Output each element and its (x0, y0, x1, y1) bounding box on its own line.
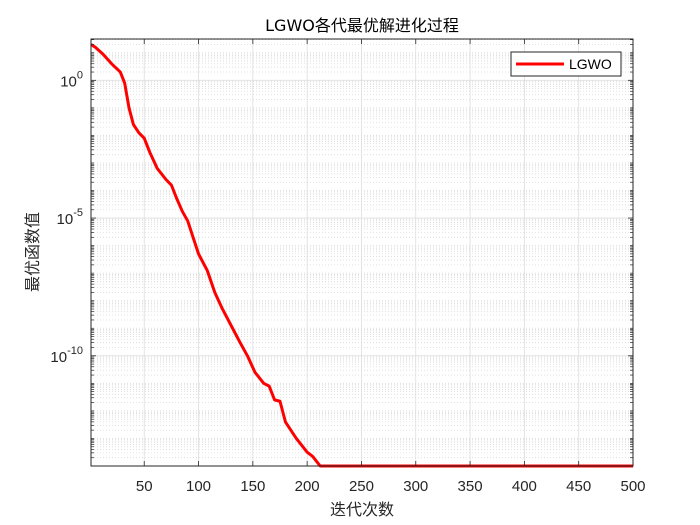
plot-area (91, 39, 633, 466)
axes-box (90, 38, 634, 467)
x-tick-label: 300 (403, 478, 428, 495)
y-tick-base: 10 (60, 73, 77, 90)
chart-title: LGWO各代最优解进化过程 (265, 16, 459, 35)
grid (91, 39, 633, 467)
x-tick-labels: 50 100 150 200 250 300 350 400 450 500 (136, 478, 646, 495)
x-tick-label: 200 (295, 478, 320, 495)
y-tick-label: 10-5 (57, 207, 83, 228)
x-tick-label: 150 (240, 478, 265, 495)
y-tick-exponent: -10 (67, 345, 83, 357)
y-tick-base: 10 (57, 211, 74, 228)
legend-label-lgwo: LGWO (569, 56, 612, 72)
x-axis-label: 迭代次数 (330, 500, 394, 519)
x-tick-label: 350 (458, 478, 483, 495)
y-tick-exponent: -5 (73, 207, 83, 219)
x-tick-label: 500 (620, 478, 645, 495)
ticks (91, 39, 634, 467)
y-tick-label: 10-10 (50, 345, 83, 366)
x-tick-label: 250 (349, 478, 374, 495)
x-tick-label: 400 (512, 478, 537, 495)
y-axis-label: 最优函数值 (23, 212, 42, 292)
x-tick-label: 50 (136, 478, 153, 495)
series-line-lgwo (90, 43, 633, 468)
y-tick-exponent: 0 (77, 69, 83, 81)
x-tick-label: 450 (566, 478, 591, 495)
series-group (90, 43, 633, 468)
legend: LGWO (510, 51, 622, 77)
y-tick-label: 100 (60, 69, 83, 90)
x-tick-label: 100 (186, 478, 211, 495)
y-tick-base: 10 (50, 349, 67, 366)
